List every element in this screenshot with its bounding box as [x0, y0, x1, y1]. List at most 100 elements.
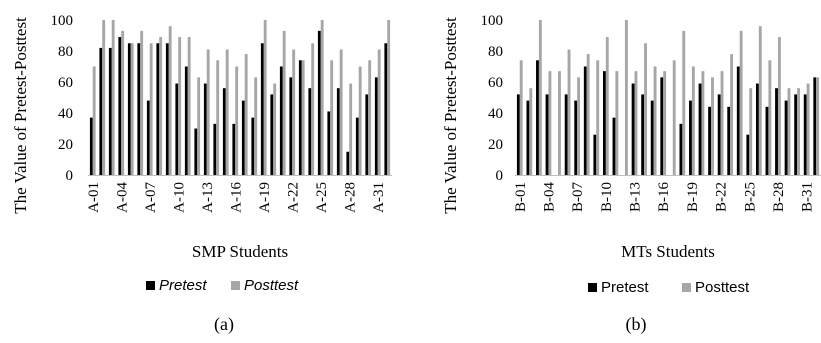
posttest-bar	[538, 20, 542, 175]
pretest-bar	[213, 123, 217, 175]
posttest-bar	[605, 37, 609, 175]
pretest-bar	[526, 100, 530, 175]
pretest-bar	[270, 94, 274, 175]
posttest-bar	[797, 88, 800, 175]
x-tick-label: B-25	[742, 182, 758, 212]
posttest-bar	[149, 43, 153, 175]
posttest-bar	[244, 54, 248, 175]
pretest-bar	[689, 100, 692, 175]
pretest-bar	[660, 77, 664, 175]
y-tick-label: 60	[58, 75, 73, 91]
posttest-bar	[720, 71, 724, 175]
y-tick-label: 0	[66, 168, 74, 184]
pretest-bar	[775, 88, 778, 175]
legend-label-pretest: Pretest	[159, 277, 207, 294]
posttest-bar	[159, 37, 163, 175]
posttest-bar	[168, 26, 172, 176]
x-tick-label: B-04	[542, 182, 558, 213]
posttest-bar	[282, 30, 286, 175]
posttest-bar	[368, 60, 372, 175]
pretest-bar	[365, 94, 369, 175]
pretest-bar	[384, 43, 388, 175]
x-axis-title: MTs Students	[621, 242, 715, 261]
y-axis-title: The Value of Pretest-Posttest	[11, 17, 30, 214]
posttest-bar	[730, 54, 734, 175]
pretest-bar	[194, 128, 198, 175]
pretest-bar	[574, 100, 578, 175]
posttest-bar	[777, 37, 781, 175]
legend-swatch-posttest	[682, 283, 691, 292]
y-tick-label: 80	[488, 44, 503, 60]
x-tick-label: A-28	[342, 182, 358, 213]
pretest-bar	[118, 37, 122, 175]
legend-label-pretest: Pretest	[601, 279, 649, 296]
legend-label-posttest: Posttest	[244, 277, 299, 294]
posttest-bar	[235, 66, 239, 175]
posttest-bar	[787, 88, 791, 175]
posttest-bar	[768, 60, 772, 175]
pretest-bar	[137, 43, 141, 175]
posttest-bar	[663, 71, 667, 175]
pretest-bar	[602, 71, 606, 175]
posttest-bar	[634, 71, 638, 175]
posttest-bar	[711, 77, 714, 175]
y-tick-label: 100	[481, 13, 504, 29]
posttest-bar	[749, 88, 753, 175]
pretest-bar	[755, 83, 759, 175]
pretest-bar	[746, 134, 750, 175]
pretest-bar	[298, 60, 302, 175]
pretest-bar	[184, 66, 188, 175]
posttest-bar	[130, 43, 134, 175]
posttest-bar	[111, 20, 115, 175]
pretest-bar	[279, 66, 283, 175]
x-tick-label: A-07	[143, 182, 159, 213]
chart-b: 0 20 40 60 80 100 B-01 B-04 B-07 B-10 B-13 B-16 B-19…	[441, 13, 821, 296]
posttest-bar	[330, 60, 334, 175]
pretest-bar	[241, 100, 245, 175]
posttest-bar	[596, 60, 600, 175]
pretest-bar	[89, 117, 93, 175]
x-tick-label: B-22	[714, 182, 730, 212]
y-tick-label: 40	[488, 106, 503, 122]
pretest-bar	[765, 106, 769, 175]
x-axis-title: SMP Students	[192, 242, 288, 261]
pretest-bar	[708, 106, 712, 175]
x-tick-label: A-01	[86, 182, 102, 213]
x-tick-label: A-04	[114, 182, 130, 213]
posttest-bar	[682, 30, 686, 175]
posttest-bar	[529, 88, 533, 175]
x-tick-label: B-16	[656, 182, 672, 213]
panel-label-b: (b)	[626, 314, 647, 335]
posttest-bar	[672, 60, 676, 175]
posttest-bar	[197, 77, 201, 175]
pretest-bar	[679, 123, 683, 175]
x-tick-label: A-25	[314, 182, 330, 213]
posttest-bar	[644, 43, 647, 175]
posttest-bar	[519, 60, 523, 175]
x-tick-label: A-19	[257, 182, 273, 213]
y-tick-label: 20	[488, 137, 503, 153]
legend-label-posttest: Posttest	[695, 279, 750, 296]
posttest-bar	[187, 37, 191, 175]
posttest-bar	[377, 49, 381, 176]
pretest-bar	[232, 123, 236, 175]
x-tick-label: A-10	[171, 182, 187, 213]
y-tick-label: 80	[58, 44, 73, 60]
pretest-bar	[108, 47, 112, 175]
pretest-bar	[175, 83, 179, 175]
pretest-bar	[146, 100, 150, 175]
pretest-bar	[156, 43, 160, 175]
legend-swatch-pretest	[146, 281, 155, 290]
x-tick-label: B-13	[628, 182, 644, 212]
posttest-bar	[254, 77, 258, 175]
pretest-bar	[794, 94, 798, 175]
x-tick-label: B-10	[599, 182, 615, 212]
pretest-bar	[727, 106, 731, 175]
pretest-bar	[612, 117, 616, 175]
pretest-bar	[203, 83, 207, 175]
y-tick-label: 40	[58, 106, 73, 122]
panel-label-a: (a)	[214, 314, 234, 335]
posttest-bar	[301, 60, 305, 175]
posttest-bar	[577, 77, 581, 175]
